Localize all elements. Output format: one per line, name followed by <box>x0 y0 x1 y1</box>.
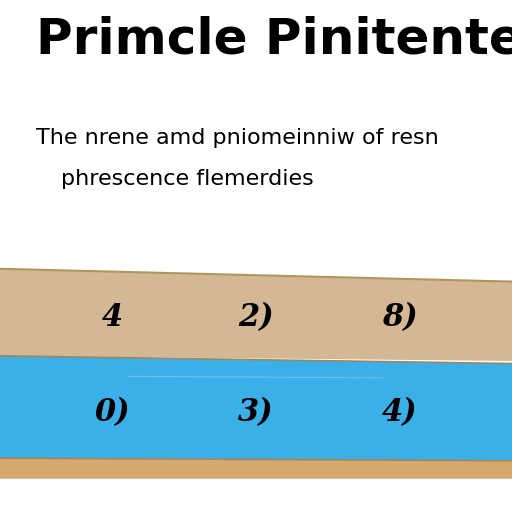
Text: 8): 8) <box>381 302 417 333</box>
Polygon shape <box>0 269 512 361</box>
Polygon shape <box>0 356 512 461</box>
Text: 4: 4 <box>102 302 123 333</box>
Text: 2): 2) <box>238 302 274 333</box>
Text: 4): 4) <box>381 397 417 428</box>
Text: The nrene amd pniomeinniw of resn: The nrene amd pniomeinniw of resn <box>36 128 439 148</box>
Text: phrescence flemerdies: phrescence flemerdies <box>61 169 314 189</box>
Text: 3): 3) <box>238 397 274 428</box>
Text: 0): 0) <box>95 397 131 428</box>
Text: Primcle Pinitentenc: Primcle Pinitentenc <box>36 15 512 63</box>
Polygon shape <box>0 458 512 479</box>
